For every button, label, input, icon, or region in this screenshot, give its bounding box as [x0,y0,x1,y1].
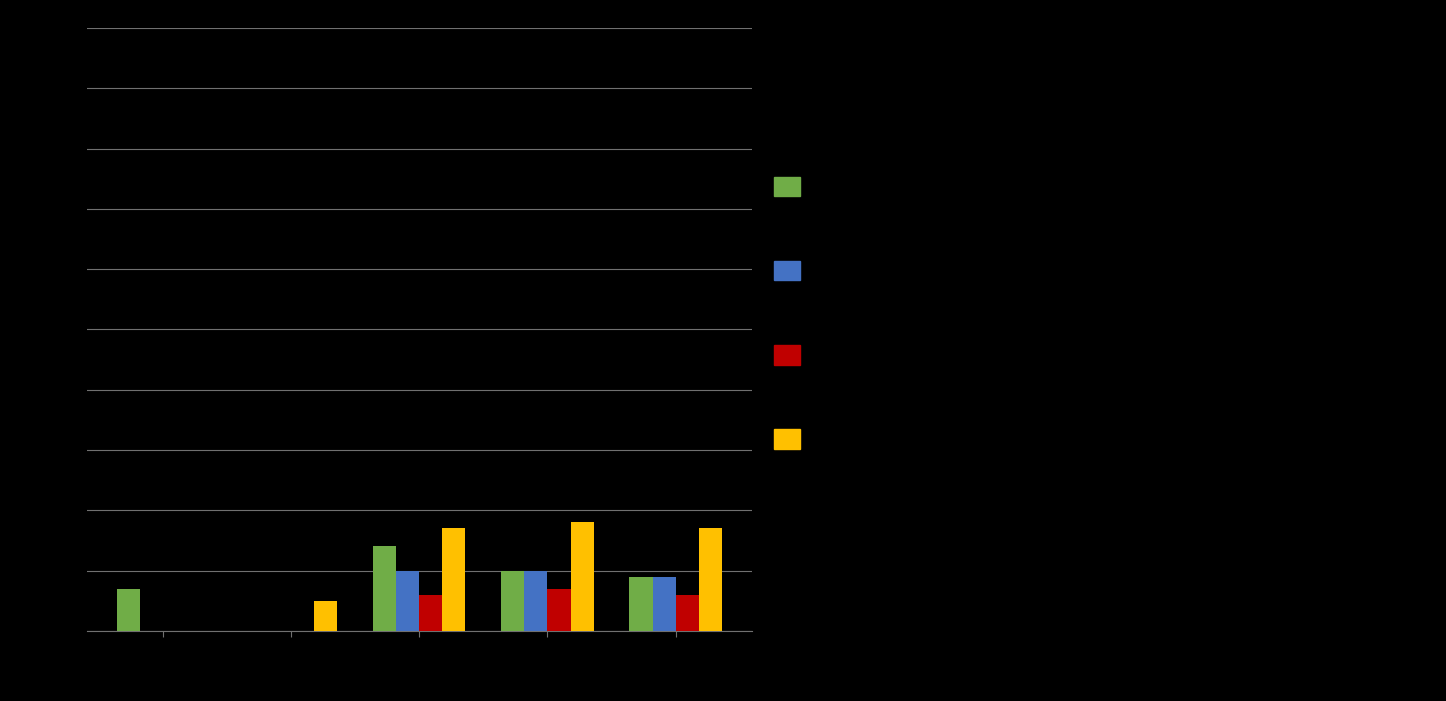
Bar [396,571,419,631]
Bar [373,547,396,631]
Bar [652,577,675,631]
Bar [548,589,571,631]
Bar [571,522,593,631]
Bar [419,594,442,631]
Bar [525,571,548,631]
Bar [117,589,140,631]
Bar [698,529,722,631]
Bar [675,594,698,631]
Bar [314,601,337,631]
Bar [442,529,466,631]
Bar [502,571,525,631]
Bar [629,577,652,631]
